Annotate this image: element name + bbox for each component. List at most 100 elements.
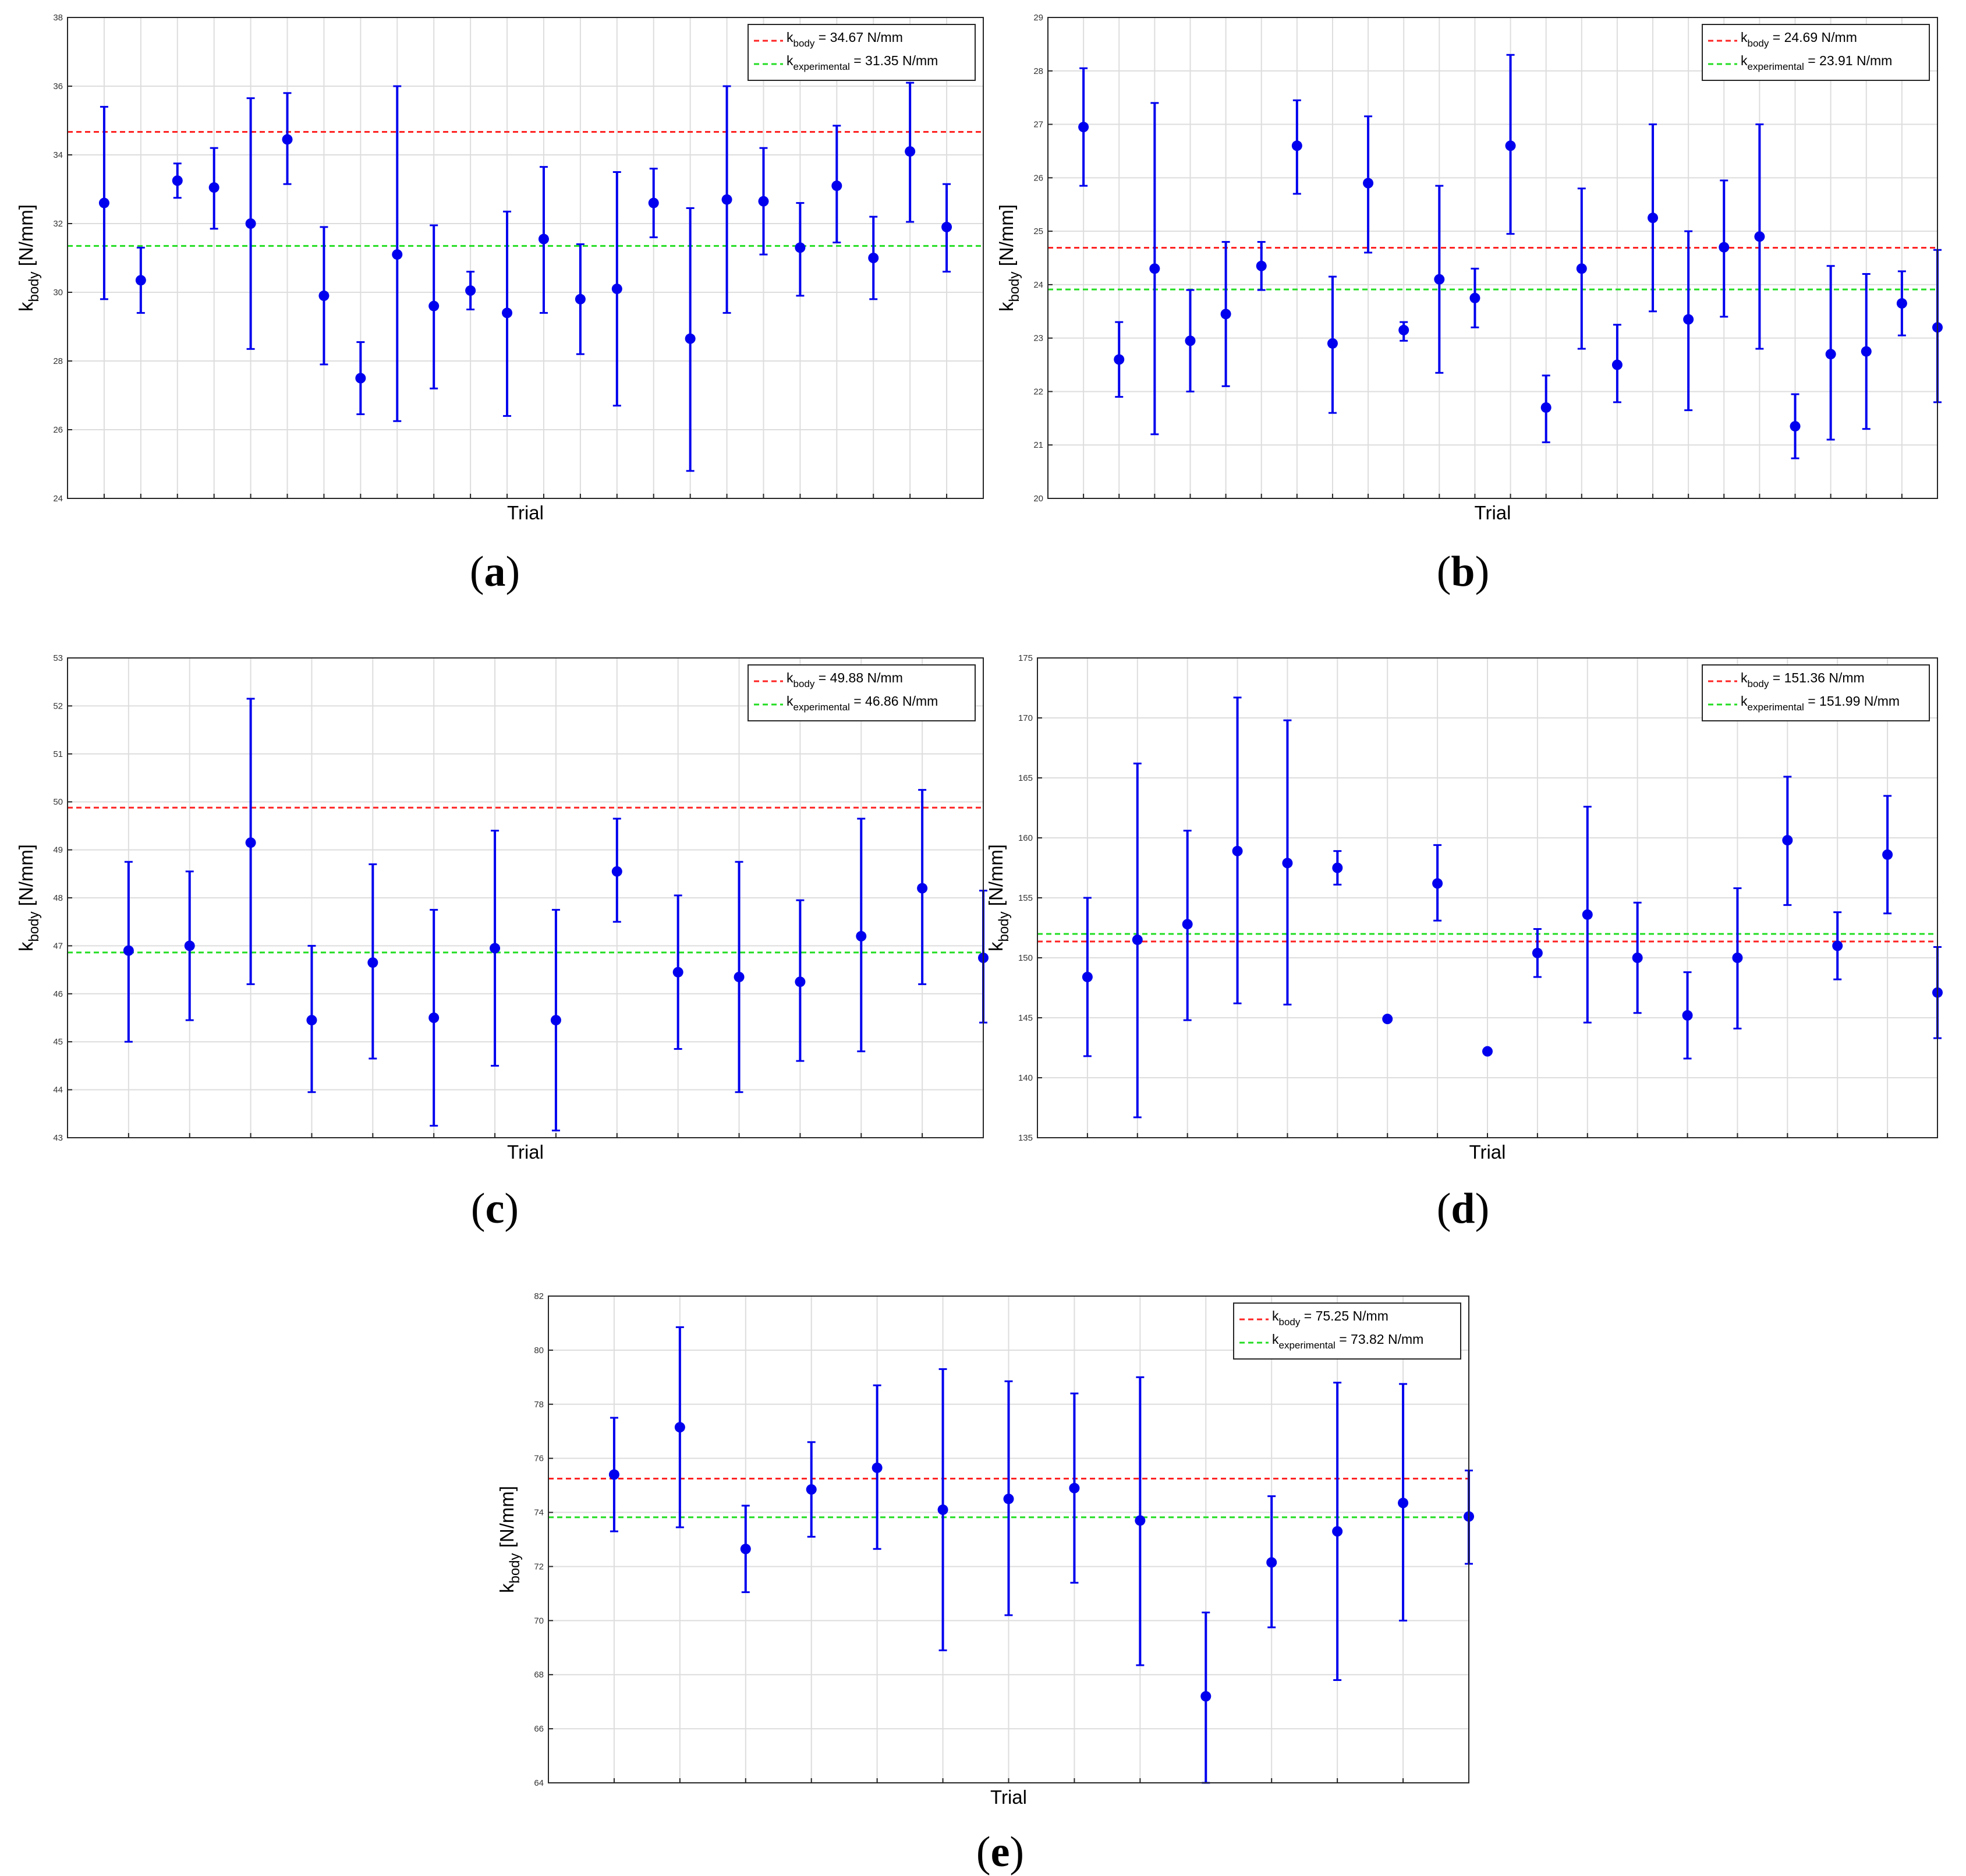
- caption-close-paren: ): [1475, 1185, 1490, 1233]
- data-point: [1332, 1526, 1343, 1537]
- data-point: [611, 866, 622, 877]
- y-label-unit: [N/mm]: [985, 844, 1007, 911]
- y-tick-label: 52: [53, 701, 63, 711]
- legend-entry: kexperimental = 46.86 N/mm: [787, 693, 938, 713]
- y-label-k: k: [496, 1583, 518, 1593]
- data-point: [355, 373, 366, 384]
- y-tick-label: 155: [1018, 893, 1033, 903]
- legend-k: k: [787, 670, 794, 685]
- y-tick-label: 150: [1018, 953, 1033, 963]
- legend-box: [748, 24, 976, 81]
- y-label-unit: [N/mm]: [996, 204, 1017, 271]
- panel-caption: (b): [1437, 548, 1489, 596]
- data-point: [648, 197, 659, 208]
- data-point: [575, 293, 586, 305]
- y-axis-label: kbody [N/mm]: [15, 844, 42, 951]
- data-point: [1185, 335, 1196, 346]
- data-point: [1576, 263, 1587, 274]
- y-label-subscript: body: [26, 271, 42, 302]
- legend-entry: kexperimental = 23.91 N/mm: [1741, 53, 1892, 72]
- y-tick-label: 72: [534, 1562, 544, 1571]
- y-tick-label: 70: [534, 1616, 544, 1626]
- caption-open-paren: (: [1437, 548, 1451, 596]
- data-point: [490, 943, 501, 954]
- data-point: [282, 134, 293, 145]
- data-point: [392, 249, 403, 260]
- legend-entry: kexperimental = 31.35 N/mm: [787, 53, 938, 72]
- y-tick-label: 24: [1033, 280, 1043, 290]
- y-tick-label: 28: [53, 356, 63, 366]
- caption-close-paren: ): [1475, 548, 1490, 596]
- y-tick-label: 53: [53, 653, 63, 663]
- data-point: [1332, 862, 1343, 873]
- caption-close-paren: ): [506, 548, 520, 596]
- y-tick-label: 175: [1018, 653, 1033, 663]
- data-point: [1582, 909, 1593, 920]
- data-point: [245, 837, 256, 848]
- legend-value: = 23.91 N/mm: [1804, 53, 1892, 68]
- data-point: [1220, 309, 1231, 320]
- data-point: [184, 940, 195, 951]
- legend-entry: kbody = 75.25 N/mm: [1272, 1308, 1388, 1328]
- y-tick-label: 25: [1033, 226, 1043, 236]
- legend-entry: kexperimental = 151.99 N/mm: [1741, 693, 1900, 713]
- data-point: [1861, 346, 1872, 357]
- legend-subscript: experimental: [1279, 1340, 1336, 1351]
- data-point: [721, 194, 732, 205]
- y-tick-label: 30: [53, 288, 63, 298]
- data-point: [1232, 845, 1243, 856]
- data-point: [608, 1469, 619, 1480]
- data-point: [502, 307, 513, 318]
- caption-letter: b: [1451, 548, 1475, 596]
- data-point: [1790, 421, 1801, 432]
- legend-entry: kbody = 34.67 N/mm: [787, 30, 903, 49]
- x-axis-label: Trial: [1469, 1141, 1506, 1163]
- y-tick-label: 82: [534, 1291, 544, 1301]
- legend-k: k: [1272, 1308, 1279, 1323]
- data-point: [428, 1013, 440, 1023]
- data-point: [1114, 354, 1125, 365]
- data-point: [941, 221, 952, 232]
- legend: kbody = 34.67 N/mm kexperimental = 31.35 …: [748, 24, 976, 81]
- data-point: [1434, 274, 1445, 285]
- data-point: [1482, 1046, 1493, 1057]
- data-point: [1256, 260, 1267, 271]
- data-point: [831, 180, 842, 192]
- data-point: [1363, 178, 1374, 189]
- legend-k: k: [787, 693, 794, 709]
- data-point: [318, 290, 330, 301]
- y-tick-label: 78: [534, 1400, 544, 1410]
- data-point: [758, 196, 769, 207]
- data-point: [1200, 1691, 1212, 1702]
- data-point: [868, 253, 879, 263]
- y-tick-label: 68: [534, 1670, 544, 1680]
- y-tick-label: 165: [1018, 773, 1033, 783]
- panel-caption: (d): [1437, 1185, 1489, 1233]
- y-label-k: k: [15, 941, 37, 951]
- data-point: [1754, 231, 1765, 242]
- y-tick-label: 43: [53, 1133, 63, 1143]
- legend-value: = 73.82 N/mm: [1336, 1332, 1423, 1347]
- y-tick-label: 21: [1033, 440, 1043, 450]
- panel-caption: (a): [470, 548, 520, 596]
- data-point: [428, 300, 440, 312]
- y-tick-label: 48: [53, 893, 63, 903]
- y-tick-label: 140: [1018, 1073, 1033, 1083]
- legend-value: = 34.67 N/mm: [814, 30, 902, 45]
- y-tick-label: 51: [53, 749, 63, 759]
- data-point: [550, 1015, 561, 1026]
- y-tick-label: 135: [1018, 1133, 1033, 1143]
- data-point: [1082, 971, 1093, 982]
- data-point: [1732, 953, 1743, 963]
- y-axis-label: kbody [N/mm]: [996, 204, 1022, 312]
- legend-k: k: [1741, 670, 1748, 685]
- y-label-unit: [N/mm]: [15, 844, 37, 911]
- data-point: [1832, 940, 1843, 951]
- legend-entry: kexperimental = 73.82 N/mm: [1272, 1332, 1423, 1351]
- caption-open-paren: (: [1437, 1185, 1451, 1233]
